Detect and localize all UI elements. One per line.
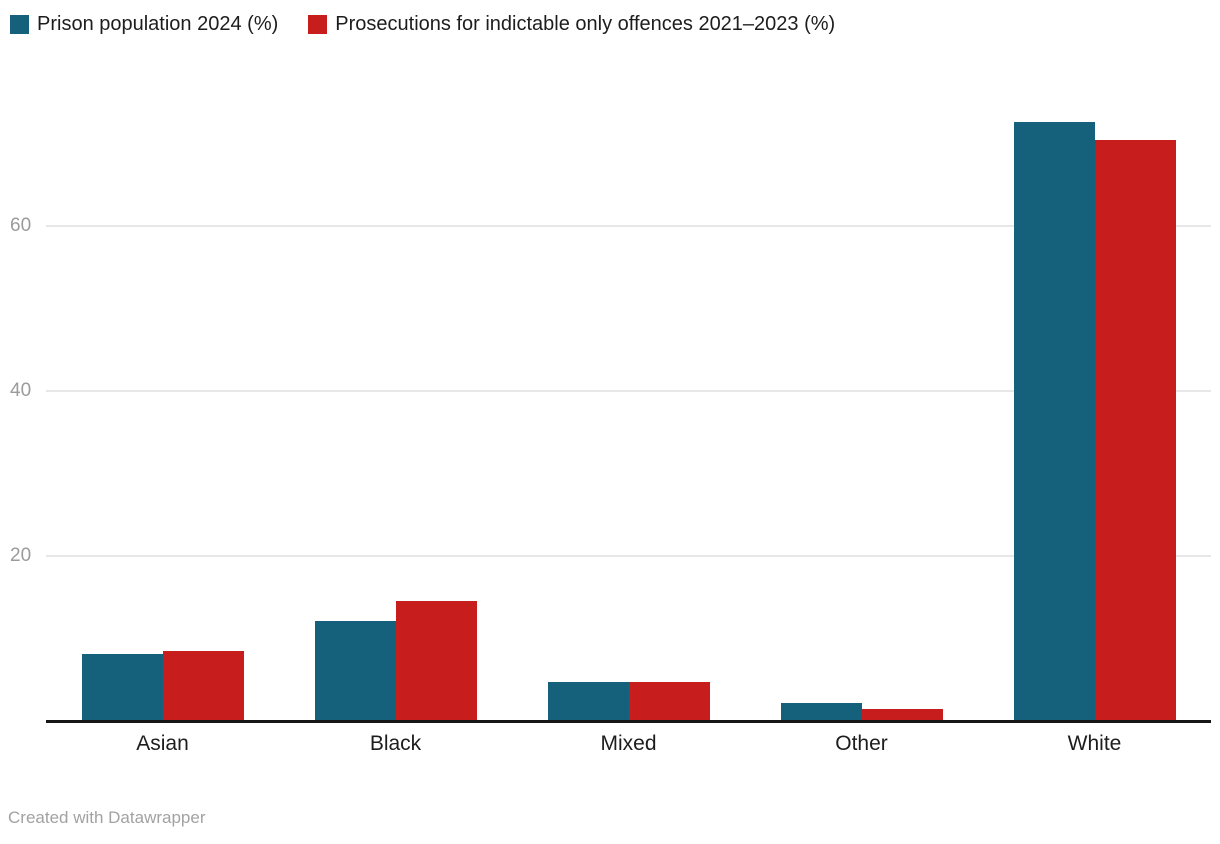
bar-other-series1	[780, 702, 862, 721]
bar-white-series1	[1013, 122, 1095, 721]
legend-item-prison-population: Prison population 2024 (%)	[10, 13, 278, 35]
bar-mixed-series2	[628, 682, 710, 721]
category-label-black: Black	[369, 732, 422, 755]
category-label-other: Other	[835, 732, 888, 755]
bar-black-series1	[314, 621, 396, 721]
category-label-mixed: Mixed	[600, 732, 657, 755]
legend-label: Prosecutions for indictable only offence…	[335, 13, 836, 35]
legend: Prison population 2024 (%) Prosecutions …	[10, 13, 835, 35]
bar-asian-series2	[162, 650, 244, 721]
legend-item-prosecutions: Prosecutions for indictable only offence…	[308, 13, 835, 35]
y-tick-label: 60	[10, 215, 32, 236]
bar-other-series2	[861, 708, 943, 721]
legend-swatch-red-icon	[308, 14, 328, 34]
y-tick-label: 20	[10, 545, 32, 566]
legend-label: Prison population 2024 (%)	[37, 13, 279, 35]
bar-asian-series1	[81, 654, 163, 721]
x-axis-line	[46, 719, 1211, 723]
y-tick-label: 40	[10, 380, 32, 401]
gridline	[46, 390, 1211, 392]
gridline	[46, 225, 1211, 227]
footer-credit: Created with Datawrapper	[8, 808, 206, 827]
bar-black-series2	[395, 601, 477, 721]
bar-mixed-series1	[547, 682, 629, 721]
gridline	[46, 555, 1211, 557]
category-label-asian: Asian	[136, 732, 189, 755]
legend-swatch-teal-icon	[10, 14, 29, 34]
category-label-white: White	[1067, 732, 1122, 755]
bar-white-series2	[1094, 140, 1176, 721]
